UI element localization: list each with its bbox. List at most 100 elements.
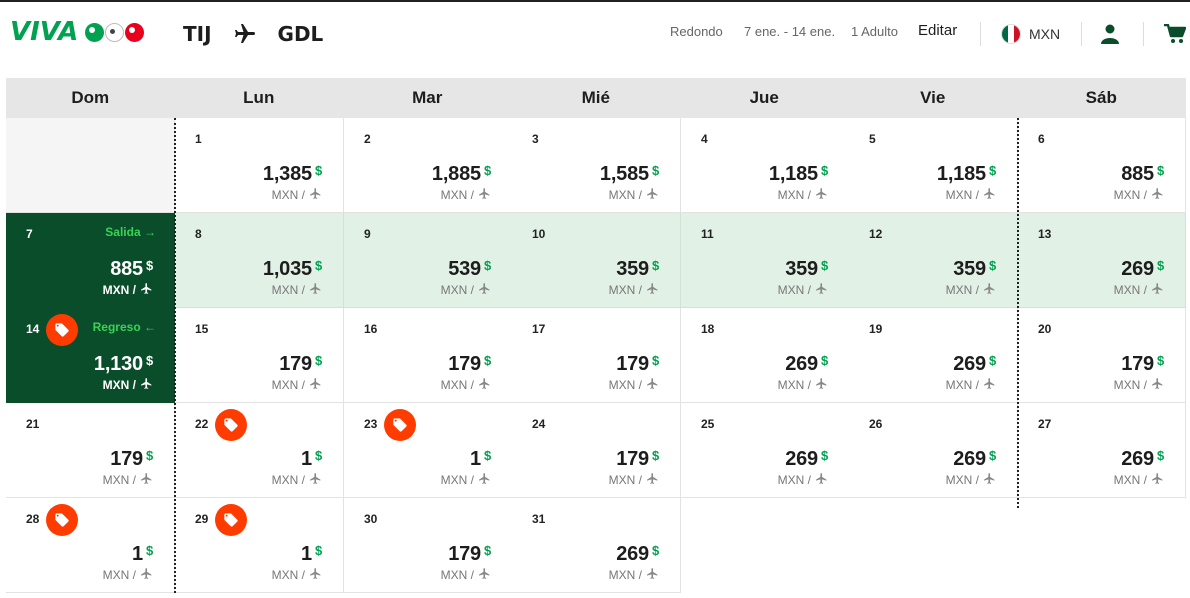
day-cell-31[interactable]: 31 269 $ MXN / xyxy=(512,498,681,593)
fare-price: 359 $ xyxy=(616,258,659,280)
day-cell-27[interactable]: 27 269 $ MXN / xyxy=(1018,403,1186,498)
fare-unit: MXN / xyxy=(1114,472,1164,488)
user-icon[interactable] xyxy=(1101,24,1119,44)
mexico-flag-icon xyxy=(1001,24,1021,44)
fare-unit: MXN / xyxy=(103,282,153,298)
day-cell-20[interactable]: 20 179 $ MXN / xyxy=(1018,308,1186,403)
fare-price: 269 $ xyxy=(953,448,996,470)
day-cell-21[interactable]: 21 179 $ MXN / xyxy=(6,403,175,498)
day-cell-16[interactable]: 16 179 $ MXN / xyxy=(344,308,513,403)
plane-icon xyxy=(140,282,153,298)
day-number: 19 xyxy=(869,322,883,336)
currency-symbol: $ xyxy=(988,448,996,463)
leg-label: Salida → xyxy=(105,225,156,239)
day-cell-12[interactable]: 12 359 $ MXN / xyxy=(849,213,1018,308)
day-number: 14 xyxy=(26,322,40,336)
viva-logo[interactable]: VIVA xyxy=(10,16,145,48)
fare-price: 1,385 $ xyxy=(262,163,322,185)
day-cell-3[interactable]: 3 1,585 $ MXN / xyxy=(512,118,681,213)
fare-price: 1,185 $ xyxy=(936,163,996,185)
day-number: 17 xyxy=(532,322,546,336)
plane-icon xyxy=(815,187,828,203)
plane-icon xyxy=(478,377,491,393)
day-cell-11[interactable]: 11 359 $ MXN / xyxy=(681,213,850,308)
fare-price: 1,035 $ xyxy=(262,258,322,280)
fare-price: 885 $ xyxy=(110,258,153,280)
fare-unit: MXN / xyxy=(272,472,322,488)
day-cell-22[interactable]: 22 1 $ MXN / xyxy=(175,403,344,498)
weekday-label: Mié xyxy=(581,88,610,107)
currency-symbol: $ xyxy=(1156,353,1164,368)
fare-unit: MXN / xyxy=(609,567,659,583)
day-cell-1[interactable]: 1 1,385 $ MXN / xyxy=(175,118,344,213)
day-cell-29[interactable]: 29 1 $ MXN / xyxy=(175,498,344,593)
fare-unit: MXN / xyxy=(946,282,996,298)
edit-search-link[interactable]: Editar xyxy=(918,22,958,39)
day-cell-26[interactable]: 26 269 $ MXN / xyxy=(849,403,1018,498)
fare-unit: MXN / xyxy=(441,567,491,583)
day-cell-2[interactable]: 2 1,885 $ MXN / xyxy=(344,118,513,213)
currency-symbol: $ xyxy=(651,163,659,178)
day-cell-7[interactable]: 7 Salida → 885 $ MXN / xyxy=(6,213,175,308)
currency-selector[interactable]: MXN xyxy=(1001,24,1060,44)
day-cell-6[interactable]: 6 885 $ MXN / xyxy=(1018,118,1186,213)
currency-symbol: $ xyxy=(314,163,322,178)
fare-price: 179 $ xyxy=(616,353,659,375)
day-cell-25[interactable]: 25 269 $ MXN / xyxy=(681,403,850,498)
day-cell-28[interactable]: 28 1 $ MXN / xyxy=(6,498,175,593)
plane-icon xyxy=(646,282,659,298)
day-number: 20 xyxy=(1038,322,1052,336)
fare-unit: MXN / xyxy=(946,472,996,488)
day-number: 23 xyxy=(364,417,378,431)
currency-symbol: $ xyxy=(1156,448,1164,463)
plane-icon xyxy=(983,377,996,393)
plane-icon xyxy=(1151,377,1164,393)
day-cell-8[interactable]: 8 1,035 $ MXN / xyxy=(175,213,344,308)
plane-icon xyxy=(309,282,322,298)
currency-symbol: $ xyxy=(145,353,153,368)
currency-symbol: $ xyxy=(820,353,828,368)
fare-unit: MXN / xyxy=(1114,187,1164,203)
day-number: 31 xyxy=(532,512,546,526)
currency-code: MXN xyxy=(1029,26,1061,42)
plane-icon xyxy=(478,187,491,203)
trip-type: Redondo xyxy=(670,24,723,39)
day-cell-15[interactable]: 15 179 $ MXN / xyxy=(175,308,344,403)
plane-icon xyxy=(140,377,153,393)
plane-icon xyxy=(983,187,996,203)
day-cell-10[interactable]: 10 359 $ MXN / xyxy=(512,213,681,308)
day-cell-5[interactable]: 5 1,185 $ MXN / xyxy=(849,118,1018,213)
weekday-label: Vie xyxy=(920,88,946,107)
plane-icon xyxy=(478,567,491,583)
currency-symbol: $ xyxy=(314,353,322,368)
promo-tag-icon xyxy=(384,409,416,441)
fare-price: 1 $ xyxy=(301,448,322,470)
day-cell-9[interactable]: 9 539 $ MXN / xyxy=(344,213,513,308)
currency-symbol: $ xyxy=(145,448,153,463)
day-cell-18[interactable]: 18 269 $ MXN / xyxy=(681,308,850,403)
day-cell-14[interactable]: 14 Regreso ← 1,130 $ MXN / xyxy=(6,308,175,403)
weekday-label: Jue xyxy=(749,88,779,107)
day-cell-24[interactable]: 24 179 $ MXN / xyxy=(512,403,681,498)
day-cell-19[interactable]: 19 269 $ MXN / xyxy=(849,308,1018,403)
day-cell-17[interactable]: 17 179 $ MXN / xyxy=(512,308,681,403)
day-cell-23[interactable]: 23 1 $ MXN / xyxy=(344,403,513,498)
fare-price: 269 $ xyxy=(785,353,828,375)
weekday-label: Dom xyxy=(71,88,110,107)
day-number: 29 xyxy=(195,512,209,526)
plane-icon xyxy=(646,377,659,393)
fare-unit: MXN / xyxy=(272,377,322,393)
day-cell-13[interactable]: 13 269 $ MXN / xyxy=(1018,213,1186,308)
plane-icon xyxy=(309,567,322,583)
cart-icon[interactable] xyxy=(1164,23,1187,44)
day-number: 10 xyxy=(532,227,546,241)
day-cell-4[interactable]: 4 1,185 $ MXN / xyxy=(681,118,850,213)
weekday-label: Lun xyxy=(243,88,275,107)
fare-unit: MXN / xyxy=(778,282,828,298)
plane-icon xyxy=(815,282,828,298)
day-number: 8 xyxy=(195,227,202,241)
arrow-icon: ← xyxy=(144,320,156,334)
day-cell-30[interactable]: 30 179 $ MXN / xyxy=(344,498,513,593)
currency-symbol: $ xyxy=(314,543,322,558)
day-number: 16 xyxy=(364,322,378,336)
